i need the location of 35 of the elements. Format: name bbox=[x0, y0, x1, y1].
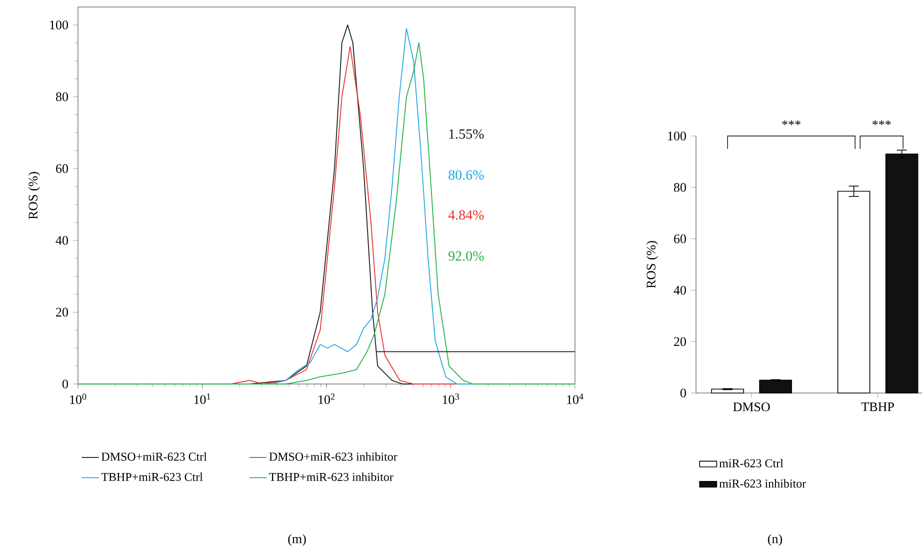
x-tick-label: DMSO bbox=[733, 402, 770, 412]
x-tick-label: 10$^{0}$ bbox=[70, 394, 86, 404]
legend-label: miR-623 Ctrl bbox=[719, 458, 784, 468]
y-tick-label: 0 bbox=[62, 380, 68, 388]
y-tick-label: 100 bbox=[668, 132, 686, 140]
annotation: 1.55% bbox=[449, 129, 484, 139]
y-tick-label: 20 bbox=[56, 308, 68, 317]
legend-label: TBHP+miR-623 Ctrl bbox=[101, 472, 203, 481]
x-tick-label: 10$^{1}$ bbox=[194, 394, 210, 404]
y-tick-label: 80 bbox=[674, 183, 686, 192]
legend-label: DMSO+miR-623 Ctrl bbox=[102, 452, 207, 461]
y-tick-label: 60 bbox=[56, 164, 68, 173]
legend-label: miR-623 inhibitor bbox=[719, 479, 806, 488]
legend-label: TBHP+miR-623 inhibitor bbox=[269, 472, 394, 481]
x-tick-label: 10$^{4}$ bbox=[567, 394, 584, 404]
y-tick-label: 100 bbox=[50, 20, 68, 30]
y-tick-label: 40 bbox=[674, 286, 686, 295]
y-tick-label: 40 bbox=[56, 236, 68, 245]
y-tick-label: 60 bbox=[674, 234, 686, 244]
text: (n) bbox=[768, 534, 782, 546]
y-tick-label: 0 bbox=[680, 388, 686, 398]
x-tick-label: 10$^{2}$ bbox=[318, 394, 335, 404]
text: *** bbox=[782, 120, 800, 126]
annotation: 80.6% bbox=[448, 170, 484, 180]
annotation: 4.84% bbox=[448, 210, 484, 220]
x-tick-label: TBHP bbox=[861, 402, 894, 412]
y-axis-title: ROS (%) bbox=[646, 241, 658, 288]
text: (m) bbox=[288, 534, 306, 546]
y-tick-label: 80 bbox=[56, 92, 68, 102]
y-axis-title: ROS (%) bbox=[28, 172, 40, 220]
text: *** bbox=[872, 120, 891, 126]
annotation: 92.0% bbox=[448, 251, 484, 261]
x-tick-label: 10$^{3}$ bbox=[442, 394, 459, 404]
y-tick-label: 20 bbox=[674, 337, 686, 346]
legend-label: DMSO+miR-623 inhibitor bbox=[269, 452, 398, 461]
